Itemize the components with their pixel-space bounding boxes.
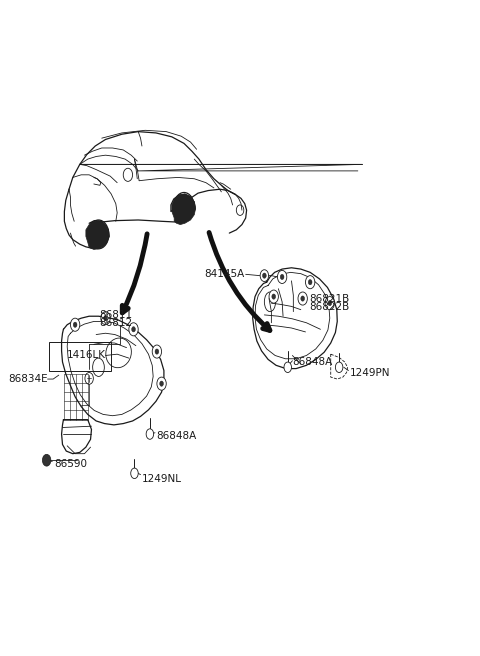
Polygon shape [86,220,109,249]
Polygon shape [172,194,196,224]
Circle shape [298,292,307,305]
Text: 84145A: 84145A [204,270,245,279]
Circle shape [284,362,291,373]
Circle shape [132,327,135,332]
Circle shape [263,273,266,278]
Text: 1249NL: 1249NL [142,474,182,483]
Circle shape [301,296,304,301]
Circle shape [325,297,335,310]
Text: 86811: 86811 [99,310,132,320]
Circle shape [328,300,332,306]
Circle shape [308,279,312,285]
Text: 1249PN: 1249PN [349,367,390,377]
Circle shape [73,322,77,327]
Circle shape [131,468,138,479]
Text: 86822B: 86822B [309,302,349,312]
Text: 86834E: 86834E [8,374,48,384]
Text: 86590: 86590 [54,459,87,469]
Circle shape [155,349,159,354]
Circle shape [280,274,284,279]
Text: 1416LK: 1416LK [67,350,106,361]
Circle shape [129,323,138,336]
Text: 86848A: 86848A [292,357,333,367]
Circle shape [277,270,287,283]
Circle shape [260,270,269,281]
Circle shape [272,294,276,299]
Circle shape [157,377,166,390]
Circle shape [42,455,51,466]
Circle shape [71,318,80,331]
Text: 86848A: 86848A [156,431,196,441]
Circle shape [336,362,343,373]
Text: 86821B: 86821B [309,293,349,304]
Circle shape [269,290,278,303]
Text: 86812: 86812 [99,318,132,328]
Circle shape [305,276,315,289]
Circle shape [104,316,108,321]
Circle shape [146,429,154,440]
Circle shape [152,345,162,358]
Circle shape [160,381,163,386]
Circle shape [101,312,110,325]
